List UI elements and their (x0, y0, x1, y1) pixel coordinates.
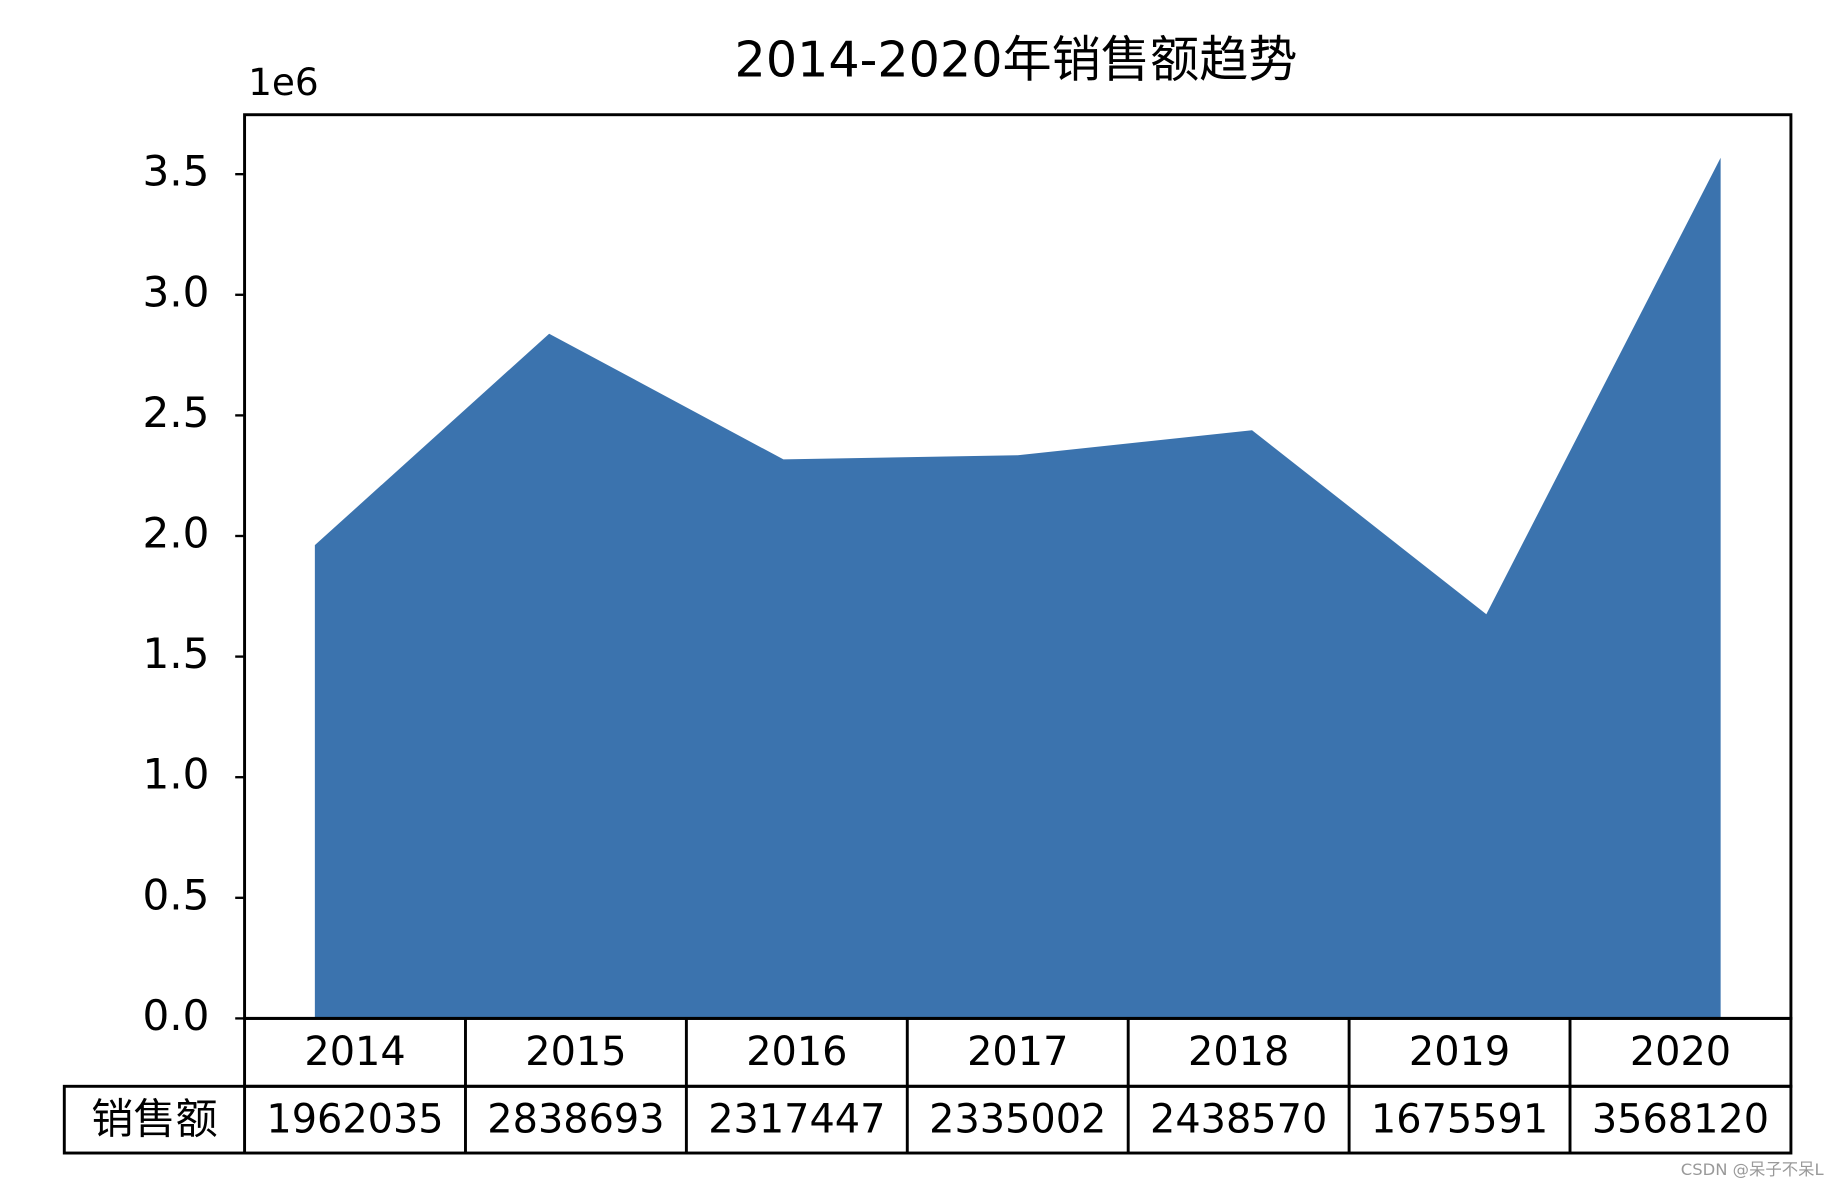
table-header: 2015 (525, 1029, 626, 1075)
table-value: 3568120 (1592, 1097, 1769, 1143)
table-header: 2017 (967, 1029, 1068, 1075)
y-tick-label: 1.0 (142, 750, 209, 799)
table-value: 2335002 (929, 1097, 1106, 1143)
table-header: 2014 (304, 1029, 405, 1075)
table-value: 2317447 (708, 1097, 885, 1143)
table-value: 2438570 (1150, 1097, 1327, 1143)
table-value: 1675591 (1371, 1097, 1548, 1143)
table-value: 2838693 (487, 1097, 664, 1143)
area (314, 157, 1721, 1019)
y-tick-label: 2.5 (142, 388, 209, 437)
chart-title: 2014-2020年销售额趋势 (735, 31, 1298, 89)
table-header: 2016 (746, 1029, 847, 1075)
y-tick-label: 1.5 (142, 629, 209, 678)
y-tick-label: 0.5 (142, 870, 209, 919)
y-tick-label: 3.5 (142, 147, 209, 196)
table-header: 2019 (1409, 1029, 1510, 1075)
y-tick-label: 3.0 (142, 267, 209, 316)
table-header: 2020 (1630, 1029, 1731, 1075)
table-data-row (62, 1084, 1793, 1155)
y-tick-label: 0.0 (142, 991, 209, 1040)
table-header: 2018 (1188, 1029, 1289, 1075)
watermark: CSDN @呆子不呆L (1681, 1160, 1825, 1179)
table-value: 1962035 (266, 1097, 443, 1143)
offset-label: 1e6 (248, 60, 319, 104)
table-row-label: 销售额 (91, 1095, 217, 1144)
y-tick-label: 2.0 (142, 508, 209, 557)
